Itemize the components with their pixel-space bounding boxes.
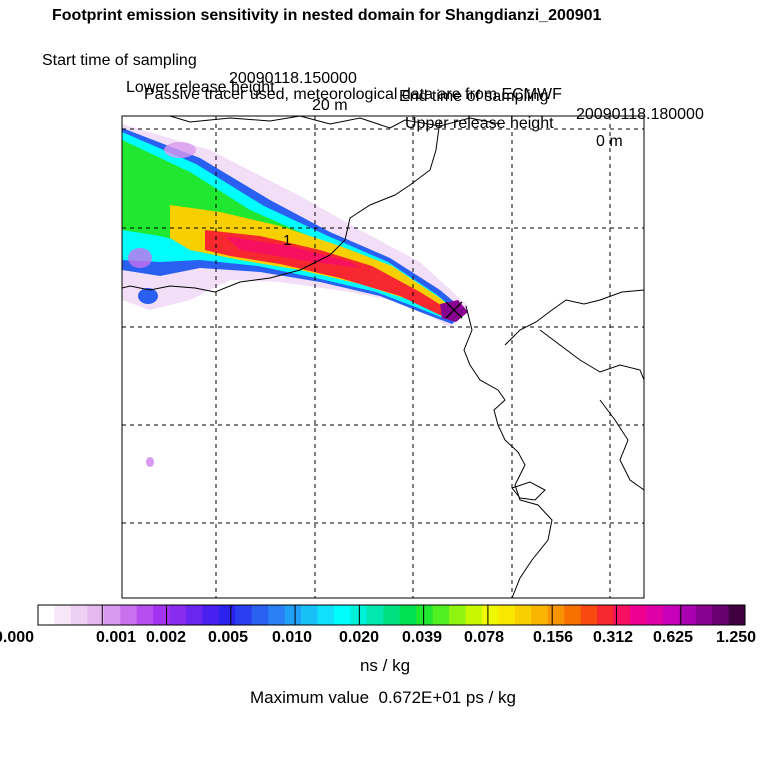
plume-blob-west-halo	[128, 248, 152, 268]
maximum-value-line: Maximum value 0.672E+01 ps / kg	[250, 688, 516, 708]
colorbar-swatch	[514, 605, 532, 625]
colorbar-swatch	[202, 605, 220, 625]
upper-height-label: Upper release height	[405, 115, 554, 132]
colorbar-tick-label: 0.039	[401, 629, 443, 646]
colorbar-swatch	[564, 605, 582, 625]
release-height-line: Lower release height 20 m Upper release …	[0, 61, 623, 151]
colorbar-swatch	[301, 605, 319, 625]
colorbar-swatch	[251, 605, 269, 625]
colorbar-swatch	[498, 605, 516, 625]
colorbar-swatch	[235, 605, 253, 625]
colorbar-swatch	[646, 605, 664, 625]
colorbar-swatch	[712, 605, 730, 625]
colorbar-tick-label: 0.625	[652, 629, 694, 646]
island-coast	[511, 481, 546, 501]
colorbar-swatch	[383, 605, 401, 625]
colorbar-swatch	[120, 605, 138, 625]
colorbar-swatch	[481, 605, 499, 625]
plume-blob-west	[138, 288, 158, 304]
tracer-info-line: Passive tracer used, meteorological data…	[144, 86, 562, 103]
start-time-label: Start time of sampling	[42, 52, 197, 69]
colorbar-tick-label: 0.078	[463, 629, 505, 646]
map-frame	[121, 115, 645, 599]
colorbar-swatch	[580, 605, 598, 625]
colorbar-tick-label: 0.001	[95, 629, 137, 646]
coastline	[463, 305, 553, 598]
lower-height-label: Lower release height	[126, 79, 275, 96]
peninsula-coast	[539, 329, 644, 381]
colorbar-tick-label: 0.020	[338, 629, 380, 646]
end-time-label: End time of sampling	[399, 88, 549, 105]
plume-blob-south	[146, 457, 154, 467]
contour-label: 1	[283, 232, 291, 249]
sampling-time-line: Start time of sampling 20090118.150000 E…	[0, 34, 768, 124]
colorbar-swatch	[695, 605, 713, 625]
start-time-value: 20090118.150000	[229, 70, 357, 87]
lower-height-value: 20 m	[312, 97, 348, 114]
colorbar-swatch	[136, 605, 154, 625]
colorbar-swatch	[449, 605, 466, 625]
colorbar-swatch	[432, 605, 450, 625]
colorbar-swatch	[153, 605, 171, 625]
colorbar-swatch	[169, 605, 187, 625]
colorbar-tick-label: 0.156	[532, 629, 574, 646]
colorbar-tick-label: 0.000	[0, 629, 35, 646]
plume-blob-north	[164, 142, 196, 158]
colorbar-swatch	[268, 605, 286, 625]
colorbar-swatch	[416, 605, 434, 625]
colorbar-swatch	[103, 605, 121, 625]
colorbar-swatch	[284, 605, 302, 625]
colorbar-swatch	[679, 605, 697, 625]
colorbar-swatch	[465, 605, 483, 625]
colorbar-tick-label: 0.005	[207, 629, 249, 646]
peninsula-coast	[599, 399, 644, 491]
colorbar-swatch	[547, 605, 565, 625]
figure-title: Footprint emission sensitivity in nested…	[52, 7, 602, 24]
colorbar-swatch	[531, 605, 549, 625]
graticule	[122, 116, 644, 598]
colorbar-swatch	[54, 605, 72, 625]
colorbar-swatch	[662, 605, 680, 625]
border-line	[169, 116, 501, 129]
end-time-value: 20090118.180000	[576, 106, 704, 123]
upper-height-value: 0 m	[596, 133, 623, 150]
colorbar-tick-label: 0.002	[145, 629, 187, 646]
border-line	[122, 119, 441, 293]
plume-magenta-core	[225, 236, 360, 268]
colorbar-swatch	[70, 605, 88, 625]
colorbar-swatch	[185, 605, 203, 625]
colorbar-frame	[37, 604, 746, 626]
colorbar-tick-label: 0.010	[271, 629, 313, 646]
max-value-label: Maximum value	[249, 688, 370, 707]
colorbar-swatch	[399, 605, 417, 625]
colorbar-swatch	[629, 605, 647, 625]
colorbar-swatch	[597, 605, 614, 625]
colorbar-swatch	[613, 605, 631, 625]
max-value: 0.672E+01 ps / kg	[378, 688, 517, 707]
colorbar-tick-label: 0.312	[592, 629, 634, 646]
colorbar-swatch	[317, 605, 335, 625]
colorbar-units: ns / kg	[359, 656, 411, 675]
coastline	[504, 289, 644, 346]
colorbar-swatch	[366, 605, 384, 625]
colorbar-swatch	[218, 605, 236, 625]
colorbar-swatch	[38, 605, 55, 625]
colorbar-tick-label: 1.250	[715, 629, 757, 646]
plume-layer	[122, 124, 468, 467]
boundaries	[122, 116, 644, 598]
colorbar-swatch	[728, 605, 746, 625]
colorbar-swatch	[333, 605, 351, 625]
colorbar-swatch	[87, 605, 105, 625]
release-site-marker	[445, 301, 463, 319]
